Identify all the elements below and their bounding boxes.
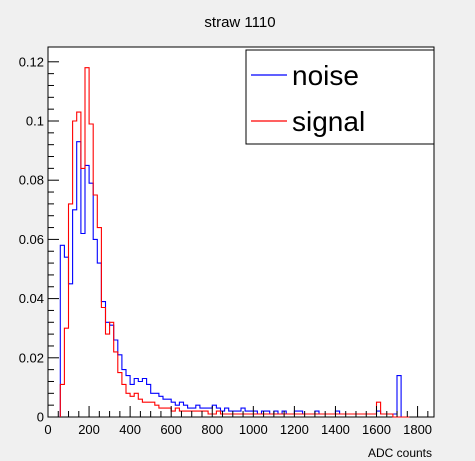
x-axis-label: ADC counts [368,446,432,460]
legend-label-signal: signal [292,106,365,137]
axes-layer: 0 200 400 600 800 1000 1200 1400 1600 1800 0 0.02 0.… [19,54,432,437]
x-tick-label: 400 [119,422,141,437]
y-tick-label: 0.06 [19,232,44,247]
x-tick-label: 200 [78,422,100,437]
x-tick-label: 600 [160,422,182,437]
y-tick-label: 0.04 [19,291,44,306]
chart-title: straw 1110 [204,14,275,31]
legend-box [245,49,435,145]
legend-label-noise: noise [292,60,359,91]
y-tick-label: 0.12 [19,54,44,69]
y-tick-label: 0.08 [19,173,44,188]
x-tick-label: 1400 [321,422,350,437]
y-tick-label: 0 [37,410,44,425]
x-tick-label: 0 [44,422,51,437]
x-tick-label: 1200 [280,422,309,437]
y-tick-label: 0.1 [26,114,44,129]
series-line-signal [59,67,410,418]
x-tick-label: 1000 [239,422,268,437]
x-tick-label: 800 [201,422,223,437]
x-tick-label: 1600 [362,422,391,437]
x-tick-label: 1800 [403,422,432,437]
legend: noise signal [245,49,435,145]
y-tick-label: 0.02 [19,350,44,365]
